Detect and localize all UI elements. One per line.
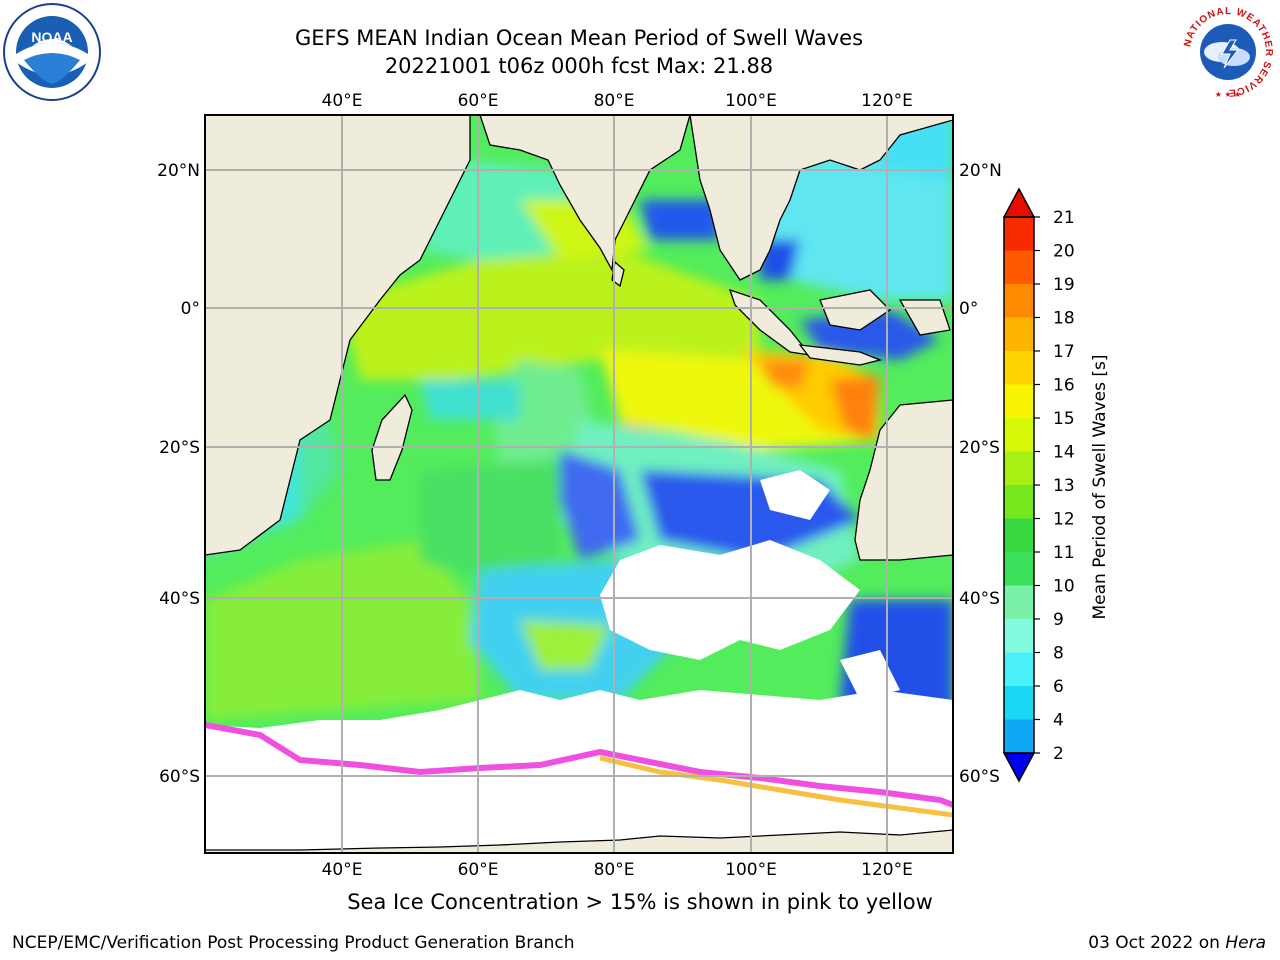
nws-logo: NATIONAL WEATHER SERVICE ★ ★ ★ <box>1178 2 1278 106</box>
map-frame <box>204 114 954 854</box>
credit-date: 03 Oct 2022 on <box>1088 933 1226 953</box>
colorbar-segment <box>1004 284 1034 318</box>
right-lat-label: 40°S <box>959 589 1000 609</box>
colorbar-segment <box>1004 384 1034 419</box>
colorbar-segment <box>1004 719 1034 754</box>
colorbar-tick-label: 4 <box>1053 711 1064 731</box>
top-lon-label: 40°E <box>322 91 363 111</box>
colorbar-tick-label: 9 <box>1053 610 1064 630</box>
colorbar-segment <box>1004 317 1034 352</box>
right-lat-label: 60°S <box>959 767 1000 787</box>
top-lon-label: 60°E <box>458 91 499 111</box>
left-lat-label: 60°S <box>159 767 200 787</box>
colorbar-tick-label: 21 <box>1053 208 1075 228</box>
colorbar-segment <box>1004 485 1034 519</box>
colorbar-tick-label: 14 <box>1053 443 1075 463</box>
credit-left: NCEP/EMC/Verification Post Processing Pr… <box>12 933 575 953</box>
colorbar-label: Mean Period of Swell Waves [s] <box>1090 355 1110 620</box>
left-lat-label: 20°N <box>157 161 200 181</box>
colorbar-tick-label: 6 <box>1053 677 1064 697</box>
colorbar-segment <box>1004 250 1034 285</box>
colorbar-tick-label: 13 <box>1053 476 1075 496</box>
colorbar-tick-label: 10 <box>1053 577 1075 597</box>
colorbar-extend-min <box>1002 752 1036 783</box>
colorbar: 2 4 6 8 9 10 11 12 13 14 15 16 17 18 19 20 21 <box>1002 187 1075 783</box>
bottom-lon-label: 80°E <box>594 860 635 880</box>
noaa-logo-text: NOAA <box>31 29 72 45</box>
map-area <box>205 115 953 853</box>
colorbar-segment <box>1004 217 1034 251</box>
colorbar-tick-label: 8 <box>1053 644 1064 664</box>
colorbar-segment <box>1004 451 1034 486</box>
noaa-logo: NOAA <box>2 2 102 106</box>
credit-right: 03 Oct 2022 on Hera <box>1088 933 1266 953</box>
bottom-lon-label: 40°E <box>322 860 363 880</box>
colorbar-tick-label: 19 <box>1053 275 1075 295</box>
colorbar-tick-label: 18 <box>1053 309 1075 329</box>
map-title: GEFS MEAN Indian Ocean Mean Period of Sw… <box>294 26 864 50</box>
left-lat-label: 20°S <box>159 438 200 458</box>
colorbar-tick-label: 17 <box>1053 342 1075 362</box>
land-masses <box>205 115 953 853</box>
map-subtitle: 20221001 t06z 000h fcst Max: 21.88 <box>384 54 774 78</box>
top-lon-label: 120°E <box>861 91 913 111</box>
colorbar-segment <box>1004 518 1034 553</box>
map-grid <box>205 115 953 853</box>
top-lon-label: 80°E <box>594 91 635 111</box>
colorbar-tick-label: 11 <box>1053 543 1075 563</box>
top-lon-label: 100°E <box>725 91 777 111</box>
colorbar-segment <box>1004 585 1034 620</box>
left-lat-label: 0° <box>181 299 200 319</box>
colorbar-tick-label: 16 <box>1053 376 1075 396</box>
colorbar-segment <box>1004 418 1034 452</box>
bottom-lon-label: 60°E <box>458 860 499 880</box>
svg-text:★ ★ ★: ★ ★ ★ <box>1215 90 1242 99</box>
colorbar-tick-label: 20 <box>1053 242 1075 262</box>
colorbar-tick-label: 15 <box>1053 409 1075 429</box>
credit-host: Hera <box>1225 933 1266 953</box>
colorbar-segment <box>1004 619 1034 653</box>
right-lat-label: 20°S <box>959 438 1000 458</box>
colorbar-tick-label: 12 <box>1053 510 1075 530</box>
colorbar-segment <box>1004 552 1034 586</box>
right-lat-label: 0° <box>959 299 978 319</box>
colorbar-extend-max <box>1002 187 1036 218</box>
sea-ice-caption: Sea Ice Concentration > 15% is shown in … <box>347 890 933 914</box>
colorbar-segment <box>1004 686 1034 720</box>
right-lat-label: 20°N <box>959 161 1002 181</box>
colorbar-segment <box>1004 652 1034 687</box>
colorbar-segment <box>1004 351 1034 385</box>
bottom-lon-label: 120°E <box>861 860 913 880</box>
colorbar-tick-label: 2 <box>1053 744 1064 764</box>
bottom-lon-label: 100°E <box>725 860 777 880</box>
left-lat-label: 40°S <box>159 589 200 609</box>
